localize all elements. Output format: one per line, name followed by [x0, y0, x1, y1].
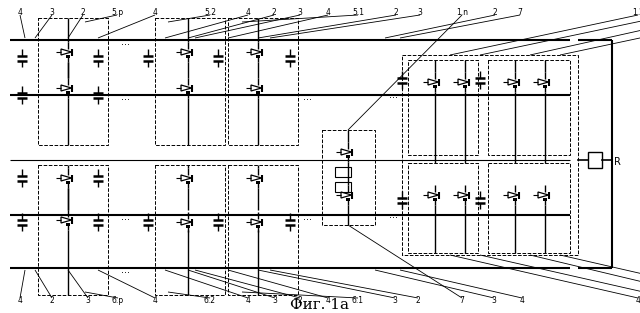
Text: ...: ...: [388, 90, 397, 100]
Text: 5.1: 5.1: [352, 8, 364, 17]
Text: 7: 7: [460, 296, 465, 305]
Text: 2: 2: [415, 296, 420, 305]
Bar: [402, 55, 578, 255]
Text: 6.2: 6.2: [204, 296, 216, 305]
Bar: [346, 198, 350, 201]
Bar: [463, 198, 467, 201]
Bar: [256, 181, 260, 184]
Text: 7: 7: [518, 8, 522, 17]
Text: Фиг. 1а: Фиг. 1а: [291, 298, 349, 312]
Text: 4: 4: [246, 296, 250, 305]
Bar: [38, 18, 108, 145]
Bar: [433, 198, 437, 201]
Bar: [488, 60, 570, 155]
Text: ...: ...: [120, 212, 129, 222]
Bar: [66, 91, 70, 94]
Bar: [408, 163, 478, 253]
Text: 3: 3: [492, 296, 497, 305]
Bar: [256, 225, 260, 228]
Text: 5.р: 5.р: [111, 8, 123, 17]
Text: 3: 3: [273, 296, 277, 305]
Text: 3: 3: [298, 8, 303, 17]
Bar: [463, 85, 467, 88]
Text: 4: 4: [17, 8, 22, 17]
Text: ...: ...: [388, 210, 397, 220]
Text: ...: ...: [120, 92, 129, 102]
Bar: [513, 198, 517, 201]
Bar: [513, 85, 517, 88]
Bar: [433, 85, 437, 88]
Text: 3: 3: [86, 296, 90, 305]
Bar: [186, 225, 190, 228]
Text: 4: 4: [326, 296, 330, 305]
Text: ...: ...: [120, 37, 129, 47]
Bar: [66, 223, 70, 226]
Bar: [186, 55, 190, 58]
Text: 3: 3: [417, 8, 422, 17]
Text: 4: 4: [152, 296, 157, 305]
Text: 2: 2: [493, 8, 497, 17]
Text: 6.р: 6.р: [112, 296, 124, 305]
Bar: [256, 91, 260, 94]
Text: 4: 4: [520, 296, 524, 305]
Text: ...: ...: [120, 265, 129, 275]
Bar: [228, 18, 298, 145]
Text: 5.2: 5.2: [204, 8, 216, 17]
Text: 2: 2: [298, 296, 302, 305]
Bar: [155, 165, 225, 295]
Bar: [186, 91, 190, 94]
Text: 4: 4: [326, 8, 330, 17]
Bar: [346, 155, 350, 158]
Bar: [256, 55, 260, 58]
Bar: [543, 85, 547, 88]
Bar: [588, 152, 602, 168]
Bar: [38, 165, 108, 295]
Bar: [228, 165, 298, 295]
Bar: [66, 181, 70, 184]
Bar: [335, 167, 351, 177]
Bar: [66, 55, 70, 58]
Text: 2: 2: [394, 8, 398, 17]
Text: 6.1: 6.1: [352, 296, 364, 305]
Text: 3: 3: [392, 296, 397, 305]
Text: 4: 4: [17, 296, 22, 305]
Bar: [155, 18, 225, 145]
Text: ...: ...: [303, 212, 312, 222]
Bar: [335, 182, 351, 192]
Text: 2: 2: [271, 8, 276, 17]
Text: 4: 4: [152, 8, 157, 17]
Bar: [186, 181, 190, 184]
Bar: [322, 130, 375, 225]
Bar: [543, 198, 547, 201]
Text: 3: 3: [49, 8, 54, 17]
Text: R: R: [614, 157, 621, 167]
Text: 2: 2: [50, 296, 54, 305]
Text: ...: ...: [303, 92, 312, 102]
Text: 4: 4: [636, 296, 640, 305]
Text: 1.n: 1.n: [456, 8, 468, 17]
Text: 4: 4: [246, 8, 250, 17]
Text: 1.2: 1.2: [632, 8, 640, 17]
Bar: [488, 163, 570, 253]
Bar: [408, 60, 478, 155]
Text: 2: 2: [81, 8, 85, 17]
